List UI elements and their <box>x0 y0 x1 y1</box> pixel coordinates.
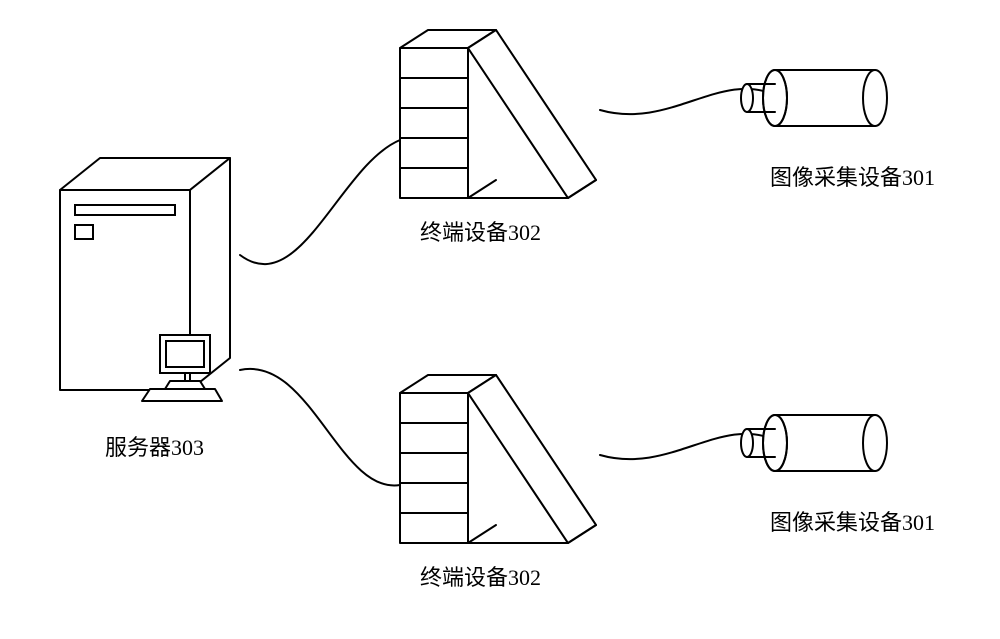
camera1-icon <box>741 70 887 126</box>
terminal2-label: 终端设备302 <box>420 560 541 592</box>
terminal2-icon <box>400 375 596 543</box>
camera2-label: 图像采集设备301 <box>770 505 935 537</box>
terminal1-icon <box>400 30 596 198</box>
server-icon <box>60 158 230 401</box>
camera1-label: 图像采集设备301 <box>770 160 935 192</box>
diagram-canvas <box>0 0 1000 639</box>
camera2-icon <box>741 415 887 471</box>
server-label: 服务器303 <box>105 430 204 462</box>
terminal1-label: 终端设备302 <box>420 215 541 247</box>
